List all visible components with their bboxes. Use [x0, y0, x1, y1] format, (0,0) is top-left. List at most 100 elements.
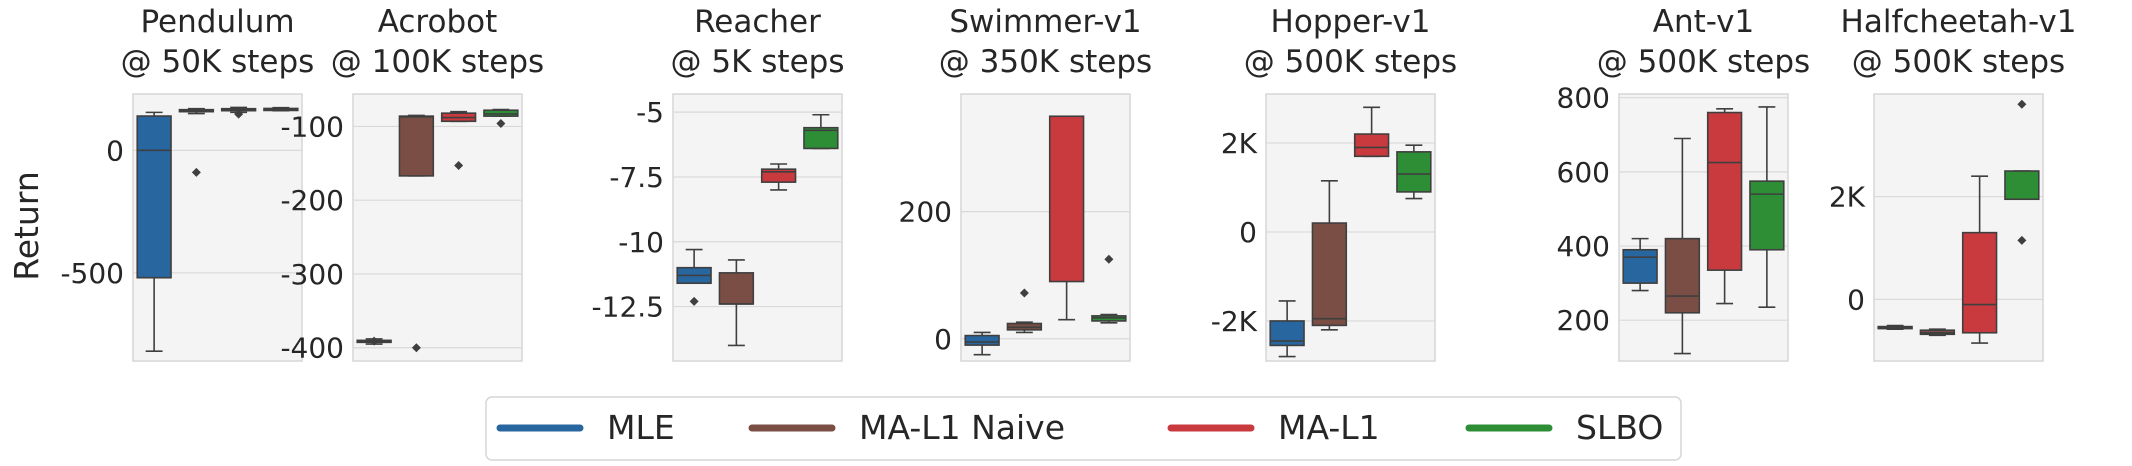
panel-title: Hopper-v1	[1271, 4, 1431, 40]
panel-title: Pendulum	[140, 4, 294, 40]
outlier-point	[1019, 288, 1029, 298]
box-ma-l1-naive	[1919, 328, 1956, 337]
y-tick-label: 0	[1847, 283, 1865, 316]
box-mle	[1877, 324, 1913, 330]
panel-subtitle: @ 500K steps	[1852, 44, 2065, 80]
y-tick-label: 200	[899, 196, 952, 229]
y-tick-label: -400	[280, 332, 344, 365]
box-iqr	[964, 334, 1000, 346]
box-iqr	[1048, 115, 1085, 283]
outlier-point	[2017, 235, 2027, 245]
box-iqr	[136, 115, 172, 279]
outlier-point	[496, 119, 506, 129]
panel-title: Acrobot	[378, 4, 498, 40]
panel-subtitle: @ 500K steps	[1597, 44, 1810, 80]
box-ma-l1	[760, 163, 797, 191]
panel-title: Halfcheetah-v1	[1841, 4, 2077, 40]
y-tick-label: -100	[280, 110, 344, 143]
y-tick-label: -10	[618, 226, 664, 259]
box-iqr	[1396, 151, 1432, 193]
y-tick-label: 2K	[1829, 181, 1866, 214]
box-slbo	[2004, 99, 2040, 245]
box-ma-l1-naive	[718, 259, 755, 347]
box-mle	[356, 336, 392, 346]
box-iqr	[718, 272, 755, 305]
panel: Swimmer-v1 @ 350K steps 200 0	[899, 4, 1152, 362]
box-iqr	[2004, 170, 2040, 201]
box-ma-l1	[1706, 108, 1743, 305]
box-slbo	[1091, 254, 1127, 324]
outlier-point	[454, 161, 464, 171]
y-tick-label: -500	[60, 257, 124, 290]
box-slbo	[1396, 144, 1432, 200]
box-ma-l1	[1048, 115, 1085, 321]
box-slbo	[803, 113, 839, 150]
y-tick-label: 0	[934, 323, 952, 356]
box-mle	[964, 331, 1000, 356]
plot-area	[1265, 93, 1436, 362]
panel: Hopper-v1 @ 500K steps 2K 0 -2K	[1211, 4, 1457, 362]
legend-label: MA-L1	[1278, 408, 1380, 447]
y-tick-label: 0	[1239, 216, 1257, 249]
panel-subtitle: @ 5K steps	[671, 44, 845, 80]
box-mle	[676, 248, 712, 306]
y-tick-label: 0	[106, 134, 124, 167]
legend-label: SLBO	[1576, 408, 1663, 447]
legend-item: SLBO	[1465, 408, 1663, 447]
box-mle	[136, 111, 172, 353]
box-ma-l1-naive	[1664, 137, 1701, 355]
box-ma-l1-naive	[1006, 288, 1043, 334]
legend-item: MA-L1 Naive	[748, 408, 1065, 447]
plot-area	[1873, 93, 2044, 362]
outlier-point	[369, 336, 379, 346]
y-tick-label: -300	[280, 258, 344, 291]
box-mle	[1269, 300, 1305, 358]
box-slbo	[483, 108, 519, 129]
panel: Halfcheetah-v1 @ 500K steps 2K 0	[1829, 4, 2077, 362]
legend: MLE MA-L1 Naive MA-L1 SLBO	[485, 396, 1682, 461]
y-tick-label: -12.5	[592, 291, 664, 324]
panel: Pendulum @ 50K steps 0 -500	[60, 4, 314, 362]
panel: Acrobot @ 100K steps -100 -200 -300 -400	[280, 4, 544, 365]
box-iqr	[1664, 237, 1701, 314]
box-ma-l1	[1961, 175, 1998, 344]
legend-frame	[485, 396, 1682, 461]
box-iqr	[1353, 133, 1390, 158]
legend-label: MLE	[607, 408, 675, 447]
box-iqr	[398, 115, 435, 177]
outlier-point	[191, 167, 201, 177]
panel-subtitle: @ 350K steps	[939, 44, 1152, 80]
panel-subtitle: @ 500K steps	[1244, 44, 1457, 80]
plot-area	[352, 93, 523, 362]
panel-title: Reacher	[694, 4, 821, 40]
box-slbo	[1749, 106, 1785, 309]
box-ma-l1	[440, 110, 477, 171]
box-iqr	[803, 126, 839, 150]
outlier-point	[1104, 254, 1114, 264]
y-tick-label: 200	[1557, 304, 1610, 337]
panel: Reacher @ 5K steps-5 -7.5 -10 -12.5	[592, 4, 845, 362]
y-tick-label: -7.5	[609, 161, 664, 194]
box-iqr	[1961, 231, 1998, 334]
legend-label: MA-L1 Naive	[859, 408, 1065, 447]
box-ma-l1	[1353, 106, 1390, 158]
box-iqr	[1311, 222, 1348, 327]
box-slbo	[263, 106, 299, 112]
y-tick-label: 800	[1557, 82, 1610, 115]
box-ma-l1	[220, 106, 257, 119]
box-mle	[1622, 237, 1658, 292]
box-ma-l1-naive	[178, 107, 215, 177]
y-tick-label: 600	[1557, 156, 1610, 189]
y-tick-label: -2K	[1211, 305, 1258, 338]
y-tick-label: 400	[1557, 230, 1610, 263]
legend-item: MA-L1	[1167, 408, 1380, 447]
y-axis-label: Return	[7, 171, 46, 281]
outlier-point	[411, 343, 421, 353]
box-iqr	[1706, 111, 1743, 271]
outlier-point	[234, 109, 244, 119]
box-iqr	[1622, 248, 1658, 284]
outlier-point	[689, 296, 699, 306]
